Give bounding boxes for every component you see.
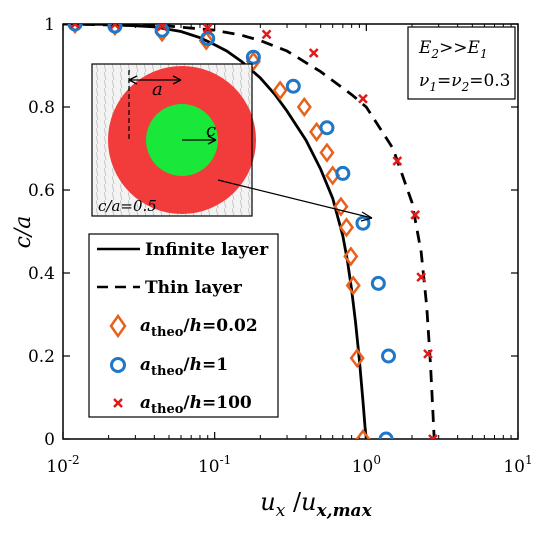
circle-marker [107,24,123,34]
cross-marker [261,29,272,40]
cross-marker [358,93,368,104]
diamond-marker [67,24,83,35]
legend-item-diamond: atheo/h=0.02 [109,313,258,340]
legend: Infinite layer Thin layer atheo/h=0.02 a… [88,233,279,418]
circle-marker [200,31,216,47]
diamond-marker [296,96,312,118]
legend-item-circle: atheo/h=1 [110,355,228,379]
svg-text:Thin layer: Thin layer [145,278,243,298]
diamond-marker [343,246,359,267]
svg-text:atheo/h=100: atheo/h=100 [140,393,252,417]
cross-marker [157,24,167,31]
inset-pointer-arrow [217,179,373,222]
legend-item-cross: atheo/h=100 [113,393,252,417]
y-tick-label: 0.8 [28,98,55,118]
svg-text:E2>>E1: E2>>E1 [418,38,488,61]
material-annotation-box: E2>>E1 ν1=ν2=0.3 [407,26,516,100]
legend-item-thin-layer: Thin layer [97,278,243,298]
diamond-marker [272,80,288,101]
svg-text:atheo/h=0.02: atheo/h=0.02 [140,316,258,340]
x-axis-label: ux /ux,max [260,488,372,521]
cross-marker [308,48,319,58]
diamond-marker [319,142,335,163]
inset-label-a: a [152,79,163,100]
y-tick-label: 0.6 [28,181,55,201]
diamond-marker [338,217,355,238]
diamond-marker [107,24,123,37]
axis-tick-labels: 10-2 10-1 100 101 0 0.2 0.4 0.6 0.8 1 [28,15,533,477]
circle-marker [285,78,301,94]
cross-marker [416,272,427,283]
diamond-marker [333,196,349,217]
circle-marker [370,275,386,291]
legend-item-infinite-layer: Infinite layer [97,240,269,260]
circle-marker [154,24,170,38]
diamond-marker [345,275,361,296]
inset-caption: c/a=0.5 [98,197,157,215]
y-axis-label: c/a [11,216,36,249]
svg-text:ν1=ν2=0.3: ν1=ν2=0.3 [419,71,511,94]
circle-marker [380,348,396,364]
y-tick-label: 0.4 [28,264,55,284]
y-tick-label: 0.2 [28,347,55,367]
circle-marker [245,49,261,65]
cross-marker [110,24,120,30]
circle-marker [378,431,394,439]
y-tick-label: 0 [44,430,55,450]
inset-image: a c c/a=0.5 [91,63,256,217]
cross-marker [202,24,213,34]
x-tick-label: 10-1 [198,453,231,477]
x-tick-label: 101 [503,453,532,477]
diamond-marker [245,51,261,72]
series-layer [63,24,438,439]
cross-marker [392,156,403,166]
circle-marker [335,165,351,181]
svg-text:Infinite layer: Infinite layer [145,240,269,260]
circle-marker [319,120,335,136]
infinite-layer-curve [63,24,368,439]
cross-marker [410,210,421,220]
cross-marker [423,349,433,359]
circle-marker [355,215,371,231]
cross-marker [428,434,438,439]
cross-marker [70,24,80,29]
thin-layer-curve [63,24,436,439]
circle-marker [67,24,83,32]
inset-label-c: c [206,120,216,141]
x-tick-label: 10-2 [46,453,79,477]
x-tick-label: 100 [352,453,381,477]
diamond-marker [355,428,371,439]
y-tick-label: 1 [44,15,55,35]
svg-text:atheo/h=1: atheo/h=1 [140,355,228,379]
diamond-marker [349,347,365,369]
